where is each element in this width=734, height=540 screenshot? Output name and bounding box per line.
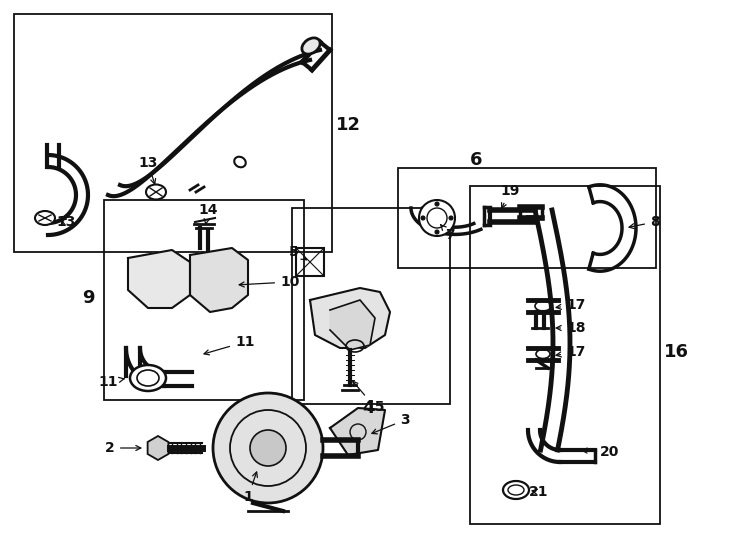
Circle shape xyxy=(419,200,455,236)
Text: 6: 6 xyxy=(470,151,482,169)
Circle shape xyxy=(435,230,439,234)
Text: 7: 7 xyxy=(440,225,455,242)
Bar xyxy=(470,186,660,524)
Polygon shape xyxy=(330,408,385,455)
Polygon shape xyxy=(330,300,375,350)
Text: 2: 2 xyxy=(105,441,141,455)
Bar xyxy=(292,208,450,404)
Text: 8: 8 xyxy=(629,215,660,229)
Text: 9: 9 xyxy=(81,289,94,307)
Polygon shape xyxy=(310,288,390,348)
Circle shape xyxy=(250,430,286,466)
Circle shape xyxy=(435,202,439,206)
Text: 19: 19 xyxy=(500,184,520,208)
Ellipse shape xyxy=(35,211,55,225)
Text: 1: 1 xyxy=(243,472,258,504)
Ellipse shape xyxy=(146,185,166,199)
Text: 11: 11 xyxy=(204,335,255,355)
Bar xyxy=(398,168,656,268)
Ellipse shape xyxy=(503,481,529,499)
Circle shape xyxy=(449,216,453,220)
Text: 13: 13 xyxy=(57,215,76,229)
Text: 12: 12 xyxy=(335,116,360,134)
Text: 20: 20 xyxy=(582,445,619,459)
Text: 10: 10 xyxy=(239,275,299,289)
Bar xyxy=(296,248,324,276)
Bar xyxy=(14,14,332,252)
Text: 11: 11 xyxy=(98,375,124,389)
Circle shape xyxy=(421,216,425,220)
Text: 13: 13 xyxy=(138,156,158,184)
Ellipse shape xyxy=(302,38,320,54)
Text: 21: 21 xyxy=(528,485,548,499)
Text: 15: 15 xyxy=(353,381,385,414)
Text: 14: 14 xyxy=(198,203,218,224)
Text: 16: 16 xyxy=(664,343,688,361)
Text: 3: 3 xyxy=(372,413,410,434)
Circle shape xyxy=(213,393,323,503)
Polygon shape xyxy=(190,248,248,312)
Text: 5: 5 xyxy=(289,245,307,260)
Ellipse shape xyxy=(130,365,166,391)
Polygon shape xyxy=(128,250,190,308)
Text: 17: 17 xyxy=(556,345,586,359)
Text: 4: 4 xyxy=(362,399,374,417)
Text: 18: 18 xyxy=(556,321,586,335)
Bar xyxy=(104,200,304,400)
Text: 17: 17 xyxy=(556,298,586,312)
